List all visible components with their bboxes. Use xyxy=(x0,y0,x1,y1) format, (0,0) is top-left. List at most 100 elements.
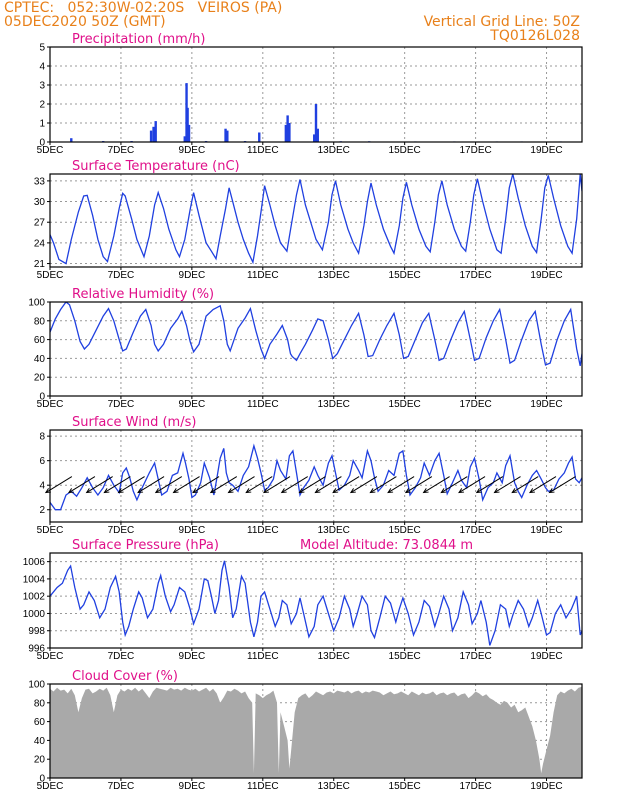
pres-subtitle: Model Altitude: 73.0844 m xyxy=(300,538,473,553)
precip-xtick-label: 9DEC xyxy=(179,145,206,156)
temp-ytick-label: 24 xyxy=(34,238,46,249)
precip-bar-1 xyxy=(149,130,153,142)
precip-ytick-label: 4 xyxy=(39,62,45,73)
temp-frame xyxy=(49,173,583,268)
temp-xtick-label: 15DEC xyxy=(389,270,421,281)
temp-xtick-label: 9DEC xyxy=(179,270,206,281)
rh-xtick-label: 15DEC xyxy=(389,399,421,410)
wind-xtick-label: 17DEC xyxy=(459,525,491,536)
cloud-ytick-label: 20 xyxy=(34,755,46,766)
precip-bar-4 xyxy=(183,136,186,142)
pres-xtick-label: 11DEC xyxy=(247,651,279,662)
wind-arrow-18 xyxy=(369,476,397,494)
precip-bar-3 xyxy=(154,121,157,142)
wind-arrow-25 xyxy=(493,476,521,494)
rh-xtick-label: 5DEC xyxy=(37,399,64,410)
header-run-id: TQ0126L028 xyxy=(490,28,580,44)
wind-arrow-10 xyxy=(227,476,255,494)
wind-arrow-6 xyxy=(154,476,183,494)
pres-ytick-label: 1000 xyxy=(23,609,46,620)
temp-ytick-label: 33 xyxy=(34,176,46,187)
temp-xtick-label: 5DEC xyxy=(37,270,64,281)
cloud-xtick-label: 15DEC xyxy=(389,781,421,792)
wind-arrow-24 xyxy=(475,476,504,494)
rh-series xyxy=(50,302,582,367)
precip-ytick-label: 5 xyxy=(39,43,45,54)
pres-series xyxy=(50,560,582,646)
wind-panel: 2 4 6 8 5DEC 7DEC 9DEC 11DEC 13DEC 15DEC 17DEC 19DE… xyxy=(37,415,583,536)
pres-panel: 996 998 1000 1002 1004 1006 5DEC 7DEC 9DEC 11DEC 1… xyxy=(23,538,583,662)
pres-ytick-label: 1002 xyxy=(23,592,46,603)
rh-panel: 0 20 40 60 80 100 5DEC 7DEC 9DEC 11DEC 13DEC 15DEC 1… xyxy=(28,287,583,410)
cloud-ytick-label: 0 xyxy=(39,774,45,785)
wind-arrow-12 xyxy=(263,476,291,494)
precip-xtick-label: 17DEC xyxy=(459,145,491,156)
rh-xtick-label: 17DEC xyxy=(459,399,491,410)
wind-arrow-7 xyxy=(172,476,200,494)
precip-xtick-label: 5DEC xyxy=(37,145,64,156)
wind-arrow-4 xyxy=(117,476,145,494)
pres-xtick-label: 19DEC xyxy=(530,651,562,662)
wind-arrow-23 xyxy=(458,476,486,494)
pres-frame xyxy=(49,552,583,649)
wind-arrow-11 xyxy=(245,476,273,494)
wind-arrow-13 xyxy=(280,476,308,494)
header-grid-line: Vertical Grid Line: 50Z xyxy=(423,14,580,30)
rh-ytick-label: 100 xyxy=(28,298,45,309)
precip-bar-12 xyxy=(286,115,289,142)
pres-xtick-label: 9DEC xyxy=(179,651,206,662)
temp-ytick-label: 21 xyxy=(34,259,46,270)
precip-ytick-label: 1 xyxy=(39,119,45,130)
wind-arrow-27 xyxy=(529,476,557,494)
wind-arrow-17 xyxy=(349,476,378,494)
wind-title: Surface Wind (m/s) xyxy=(72,415,196,430)
cloud-xtick-label: 9DEC xyxy=(179,781,206,792)
temp-ytick-label: 27 xyxy=(34,218,46,229)
precip-bar-9 xyxy=(226,130,229,142)
cloud-xtick-label: 19DEC xyxy=(530,781,562,792)
precip-xtick-label: 15DEC xyxy=(389,145,421,156)
cloud-ytick-label: 60 xyxy=(34,717,46,728)
precip-bar-11 xyxy=(284,124,288,142)
precip-ytick-label: 2 xyxy=(39,100,45,111)
rh-title: Relative Humidity (%) xyxy=(72,287,214,302)
wind-xtick-label: 5DEC xyxy=(37,525,64,536)
precip-bar-16 xyxy=(316,128,319,142)
pres-xtick-label: 15DEC xyxy=(389,651,421,662)
wind-ytick-label: 2 xyxy=(39,505,45,516)
temp-panel: 21 24 27 30 33 5DEC 7DEC 9DEC 11DEC 13DEC 15DEC 17D… xyxy=(34,159,583,281)
temp-xtick-label: 17DEC xyxy=(459,270,491,281)
cloud-xtick-label: 5DEC xyxy=(37,781,64,792)
cloud-xtick-label: 13DEC xyxy=(318,781,350,792)
precip-bar-8 xyxy=(224,128,227,142)
cloud-xtick-label: 17DEC xyxy=(459,781,491,792)
wind-xtick-label: 15DEC xyxy=(389,525,421,536)
precip-bar-6 xyxy=(186,107,189,142)
precip-bar-14 xyxy=(313,134,316,142)
wind-arrow-22 xyxy=(440,476,468,494)
precip-frame xyxy=(49,46,583,143)
precip-ytick-label: 0 xyxy=(39,138,45,149)
rh-frame xyxy=(49,301,583,397)
pres-ytick-label: 998 xyxy=(28,626,45,637)
wind-xtick-label: 13DEC xyxy=(318,525,350,536)
wind-xtick-label: 9DEC xyxy=(179,525,206,536)
wind-arrow-9 xyxy=(209,476,238,494)
temp-xtick-label: 11DEC xyxy=(247,270,279,281)
wind-arrow-16 xyxy=(332,476,360,494)
wind-arrow-19 xyxy=(387,476,415,494)
rh-xtick-label: 7DEC xyxy=(108,399,135,410)
precip-panel: 0 1 2 3 4 5 5DEC 7DEC 9DEC 11DEC 13DEC 15DEC 17DEC 19… xyxy=(37,32,583,156)
temp-ytick-label: 30 xyxy=(34,197,46,208)
precip-xtick-label: 19DEC xyxy=(530,145,562,156)
rh-xtick-label: 11DEC xyxy=(247,399,279,410)
wind-ytick-label: 8 xyxy=(39,432,45,443)
temp-xtick-label: 13DEC xyxy=(318,270,350,281)
precip-title: Precipitation (mm/h) xyxy=(72,32,205,47)
pres-xtick-label: 17DEC xyxy=(459,651,491,662)
wind-arrow-1 xyxy=(67,476,96,494)
rh-xtick-label: 9DEC xyxy=(179,399,206,410)
pres-title: Surface Pressure (hPa) xyxy=(72,538,219,553)
wind-arrow-26 xyxy=(511,476,539,494)
wind-arrow-3 xyxy=(103,476,131,494)
